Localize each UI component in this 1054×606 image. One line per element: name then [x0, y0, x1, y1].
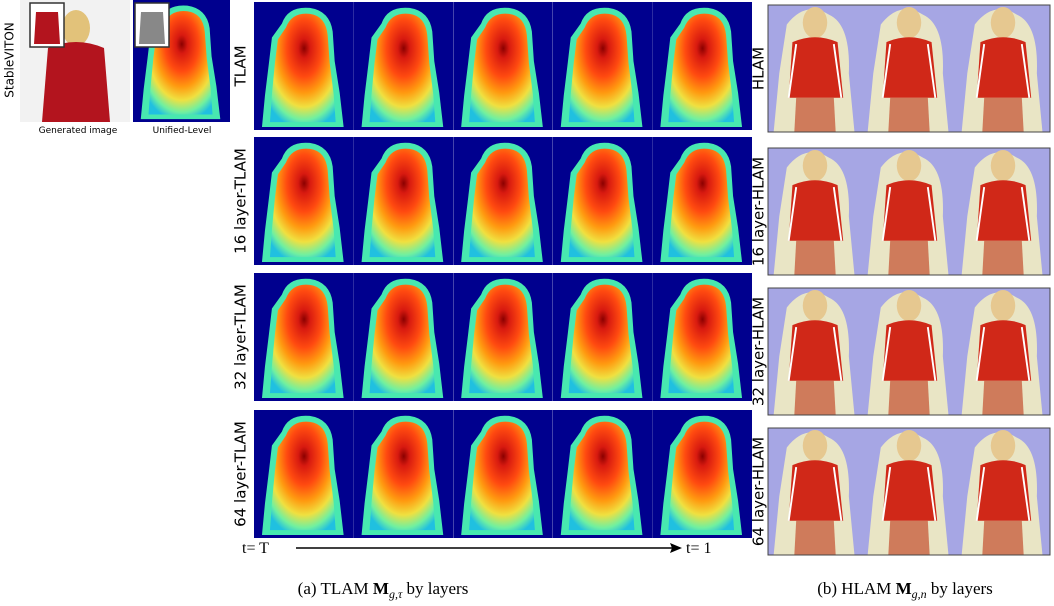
heatmap: [353, 137, 454, 265]
caption-symbol: M: [373, 579, 389, 598]
photo-map: [956, 428, 1050, 555]
caption: (a) TLAM Mg,τ by layers: [298, 579, 469, 602]
axis-end: t= 1: [686, 540, 711, 557]
row-label: TLAM: [232, 45, 250, 87]
frame: [767, 287, 1051, 416]
photo-map: [768, 288, 862, 415]
arrow-head: [670, 543, 682, 553]
image-label: Unified-Level: [153, 126, 212, 136]
heatmap: [652, 2, 752, 130]
heatmap: [353, 410, 454, 538]
photo-map: [862, 5, 956, 132]
photo-map: [956, 288, 1050, 415]
method-label: StableVITON: [3, 22, 17, 98]
axis-start: t= T: [242, 540, 269, 557]
heatmap: [453, 273, 553, 401]
photo-map: [956, 5, 1050, 132]
row-label: 64 layer-HLAM: [750, 437, 768, 546]
photo-map: [768, 148, 862, 275]
heatmap: [254, 410, 354, 538]
caption-text: by layers: [931, 579, 993, 598]
tlam-grid: TLAM 16 layer-TLAM 32 layer-TLAM 64 layer-T…: [232, 2, 752, 538]
photo-map: [862, 288, 956, 415]
heatmap: [652, 410, 752, 538]
caption-subscript: g,n: [912, 587, 927, 601]
caption-symbol: M: [896, 579, 912, 598]
generated-image: [20, 0, 130, 122]
caption-text: (a) TLAM: [298, 579, 369, 598]
heatmap: [453, 137, 553, 265]
caption-text: (b) HLAM: [817, 579, 891, 598]
heatmap: [652, 273, 752, 401]
row-label: 64 layer-TLAM: [232, 421, 250, 527]
heatmap: [254, 2, 354, 130]
heatmap: [353, 2, 454, 130]
photo-map: [768, 5, 862, 132]
photo-map: [768, 428, 862, 555]
heatmap: [353, 273, 454, 401]
heatmap: [453, 410, 553, 538]
image-label: Generated image: [39, 126, 118, 136]
row-label: HLAM: [750, 47, 768, 90]
row-label: 16 layer-HLAM: [750, 157, 768, 266]
heatmap: [552, 273, 653, 401]
photo-map: [862, 428, 956, 555]
frame: [767, 427, 1051, 556]
caption-text: by layers: [406, 579, 468, 598]
unified-level-map: [133, 0, 230, 122]
heatmap: [453, 2, 553, 130]
heatmap: [254, 137, 354, 265]
caption-subscript: g,τ: [389, 587, 403, 601]
heatmap: [652, 137, 752, 265]
caption: (b) HLAM Mg,n by layers: [817, 579, 993, 602]
row-label: 16 layer-TLAM: [232, 148, 250, 254]
heatmap: [552, 137, 653, 265]
row-label: 32 layer-HLAM: [750, 297, 768, 406]
frame: [767, 147, 1051, 276]
hlam-grid: HLAM 16 layer-HLAM 32 layer-HLAM 64 layer-H…: [750, 4, 1051, 556]
photo-map: [956, 148, 1050, 275]
row-label: 32 layer-TLAM: [232, 284, 250, 390]
frame: [767, 4, 1051, 133]
heatmap: [254, 273, 354, 401]
heatmap: [552, 410, 653, 538]
photo-map: [862, 148, 956, 275]
heatmap: [552, 2, 653, 130]
